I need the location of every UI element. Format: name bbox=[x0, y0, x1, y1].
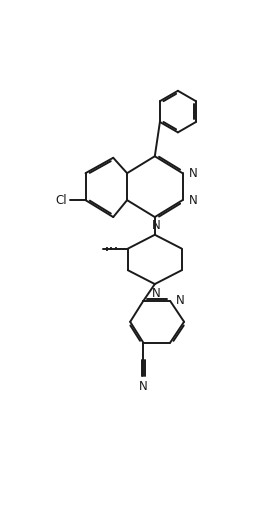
Text: N: N bbox=[189, 194, 197, 206]
Text: Cl: Cl bbox=[55, 194, 67, 206]
Text: N: N bbox=[139, 380, 148, 393]
Text: N: N bbox=[176, 295, 185, 307]
Text: N: N bbox=[152, 287, 161, 300]
Text: N: N bbox=[189, 167, 197, 180]
Text: N: N bbox=[152, 219, 161, 232]
